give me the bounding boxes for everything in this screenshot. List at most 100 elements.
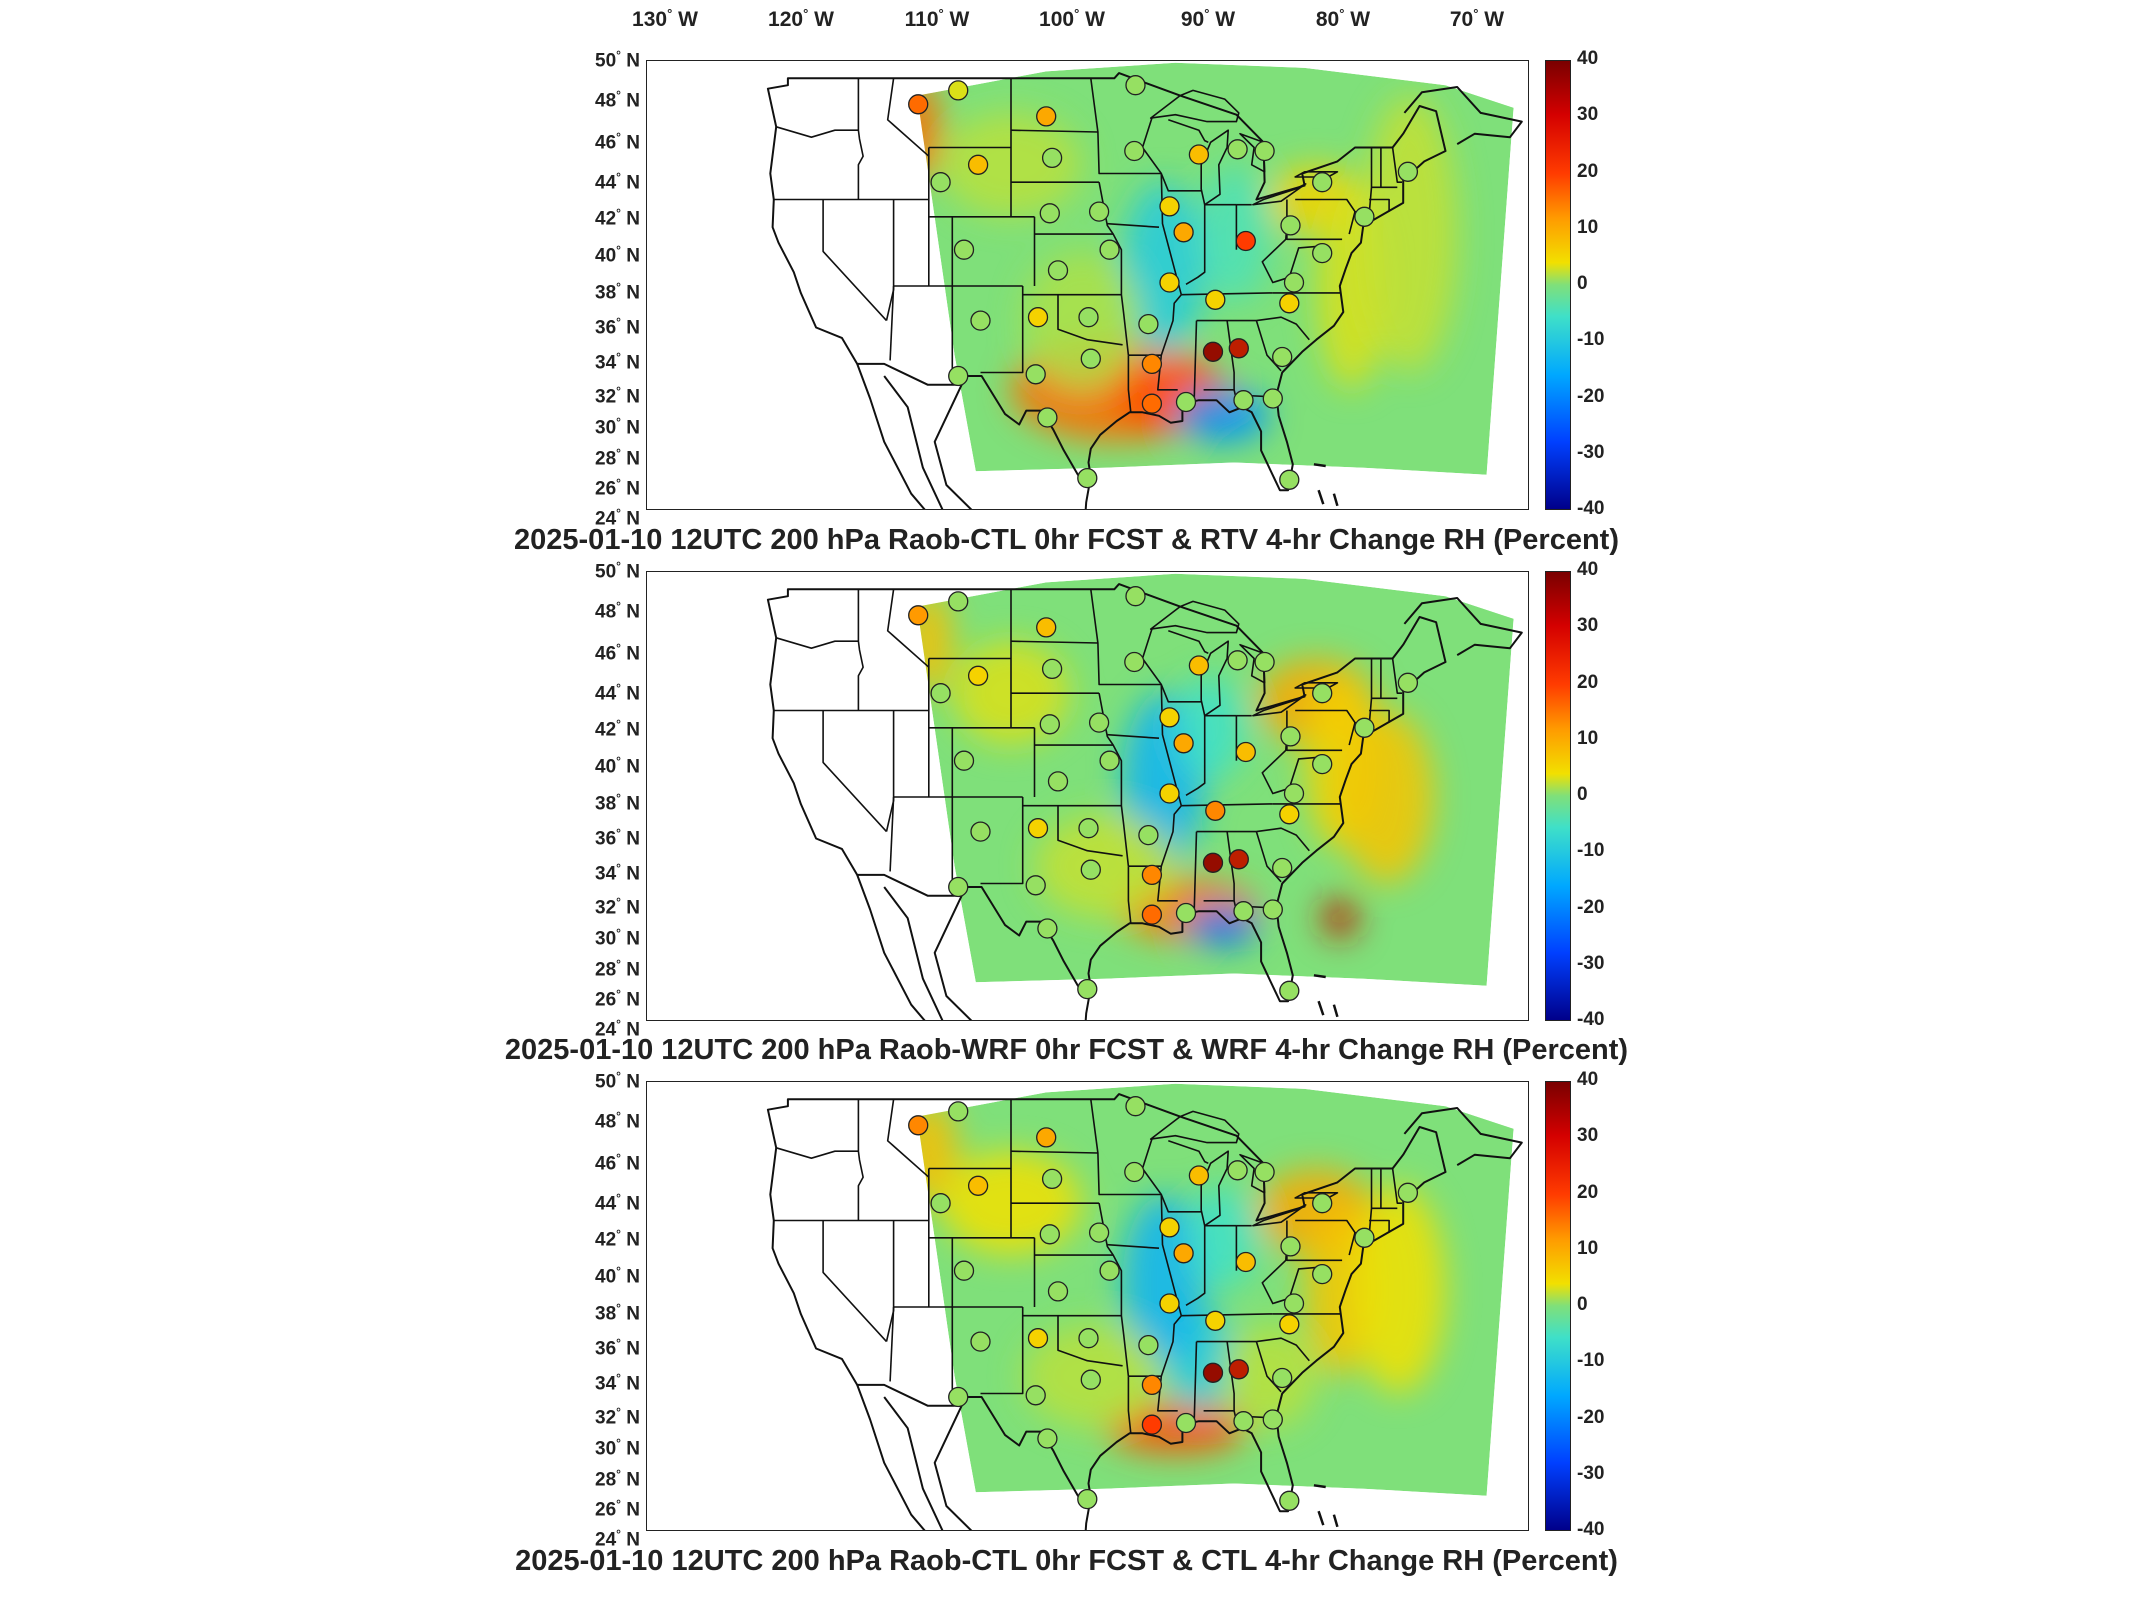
- latitude-label: 40° N: [595, 754, 640, 778]
- latitude-label: 50° N: [595, 1069, 640, 1093]
- raob-station-marker: [1228, 1359, 1249, 1380]
- raob-station-marker: [1080, 859, 1101, 880]
- raob-station-marker: [1312, 683, 1333, 704]
- raob-station-marker: [1354, 1227, 1375, 1248]
- raob-station-marker: [1099, 1260, 1120, 1281]
- latitude-label: 32° N: [595, 1405, 640, 1429]
- latitude-label: 28° N: [595, 1467, 640, 1491]
- raob-station-marker: [967, 154, 989, 175]
- latitude-label: 42° N: [595, 206, 640, 230]
- raob-station-marker: [1272, 346, 1293, 368]
- latitude-label: 50° N: [595, 559, 640, 583]
- raob-station-marker: [1175, 902, 1197, 924]
- latitude-label: 48° N: [595, 88, 640, 112]
- raob-station-marker: [948, 591, 969, 612]
- colorbar-tick-label: -40: [1577, 1009, 1605, 1030]
- latitude-label: 34° N: [595, 350, 640, 374]
- raob-station-marker: [1159, 707, 1180, 728]
- raob-station-marker: [1138, 1334, 1159, 1356]
- colorbar-tick-label: 30: [1577, 615, 1599, 637]
- raob-station-marker: [1175, 1412, 1197, 1434]
- raob-station-marker: [1227, 650, 1248, 671]
- raob-station-marker: [1280, 215, 1301, 236]
- raob-station-marker: [1279, 1314, 1300, 1335]
- panel-title: 2025-01-10 12UTC 200 hPa Raob-CTL 0hr FC…: [514, 524, 1619, 556]
- raob-station-marker: [1202, 1362, 1224, 1383]
- raob-station-marker: [970, 1331, 991, 1352]
- colorbar-tick-label: -40: [1577, 1519, 1605, 1540]
- raob-station-marker: [1125, 75, 1146, 96]
- raob-station-marker: [1037, 1428, 1058, 1449]
- raob-station-marker: [1141, 1414, 1163, 1435]
- raob-station-marker: [1279, 469, 1300, 490]
- raob-station-marker: [1283, 272, 1305, 293]
- raob-station-marker: [1159, 272, 1180, 293]
- raob-station-marker: [1025, 875, 1046, 896]
- raob-station-marker: [1141, 864, 1163, 886]
- raob-station-marker: [967, 1175, 989, 1196]
- rh-change-map: [766, 573, 1523, 1020]
- latitude-label: 32° N: [595, 384, 640, 408]
- raob-station-marker: [1041, 147, 1063, 169]
- latitude-label: 36° N: [595, 1336, 640, 1360]
- raob-station-marker: [970, 821, 991, 842]
- raob-station-marker: [1027, 818, 1049, 839]
- raob-station-marker: [1397, 161, 1419, 182]
- latitude-label: 46° N: [595, 130, 640, 154]
- colorbar-tick-label: 0: [1577, 784, 1588, 805]
- raob-station-marker: [1078, 818, 1099, 839]
- raob-station-marker: [1078, 307, 1099, 328]
- raob-station-marker: [1037, 407, 1058, 428]
- raob-station-marker: [1227, 139, 1248, 160]
- raob-station-marker: [1312, 242, 1333, 264]
- colorbar-tick-label: -30: [1577, 1462, 1605, 1484]
- colorbar-tick-label: 40: [1577, 48, 1599, 69]
- raob-station-marker: [953, 750, 975, 771]
- colorbar-tick-label: -30: [1577, 952, 1605, 974]
- raob-station-marker: [930, 172, 951, 193]
- latitude-label: 48° N: [595, 599, 640, 623]
- raob-station-marker: [948, 365, 969, 387]
- raob-station-marker: [1036, 106, 1057, 127]
- raob-station-marker: [1397, 672, 1419, 693]
- raob-station-marker: [1041, 658, 1063, 680]
- raob-station-marker: [1039, 714, 1060, 735]
- raob-station-marker: [970, 310, 991, 331]
- colorbar-tick-label: 40: [1577, 559, 1599, 580]
- longitude-label: 100° W: [1039, 6, 1105, 31]
- colorbar-tick-label: -40: [1577, 498, 1605, 519]
- raob-station-marker: [1124, 651, 1145, 673]
- latitude-label: 30° N: [595, 926, 640, 950]
- raob-station-marker: [1202, 341, 1224, 362]
- raob-station-marker: [1279, 980, 1300, 1001]
- raob-station-marker: [1159, 1293, 1180, 1314]
- raob-station-marker: [1202, 852, 1224, 873]
- colorbar-tick-label: 10: [1577, 727, 1599, 749]
- raob-station-marker: [1262, 388, 1283, 409]
- raob-station-marker: [908, 1115, 929, 1136]
- colorbar-tick-label: 30: [1577, 1125, 1599, 1147]
- latitude-label: 42° N: [595, 1227, 640, 1251]
- colorbar: [1545, 60, 1571, 510]
- raob-station-marker: [1141, 1374, 1163, 1396]
- raob-station-marker: [1312, 1193, 1333, 1214]
- latitude-label: 48° N: [595, 1109, 640, 1133]
- latitude-label: 32° N: [595, 895, 640, 919]
- latitude-label: 24° N: [595, 1017, 640, 1041]
- raob-station-marker: [1254, 140, 1275, 162]
- raob-station-marker: [948, 1101, 969, 1122]
- raob-station-marker: [1080, 1369, 1101, 1390]
- raob-station-marker: [1205, 289, 1226, 310]
- raob-station-marker: [1125, 1096, 1146, 1117]
- latitude-label: 30° N: [595, 1436, 640, 1460]
- colorbar-tick-label: 10: [1577, 216, 1599, 238]
- colorbar: [1545, 1081, 1571, 1531]
- raob-station-marker: [1138, 824, 1159, 846]
- raob-station-marker: [1354, 717, 1375, 738]
- raob-station-marker: [1205, 1310, 1226, 1331]
- raob-station-marker: [948, 876, 969, 898]
- raob-station-marker: [1099, 239, 1120, 260]
- raob-station-marker: [1279, 804, 1300, 825]
- raob-station-marker: [1312, 753, 1333, 775]
- raob-station-marker: [1138, 313, 1159, 335]
